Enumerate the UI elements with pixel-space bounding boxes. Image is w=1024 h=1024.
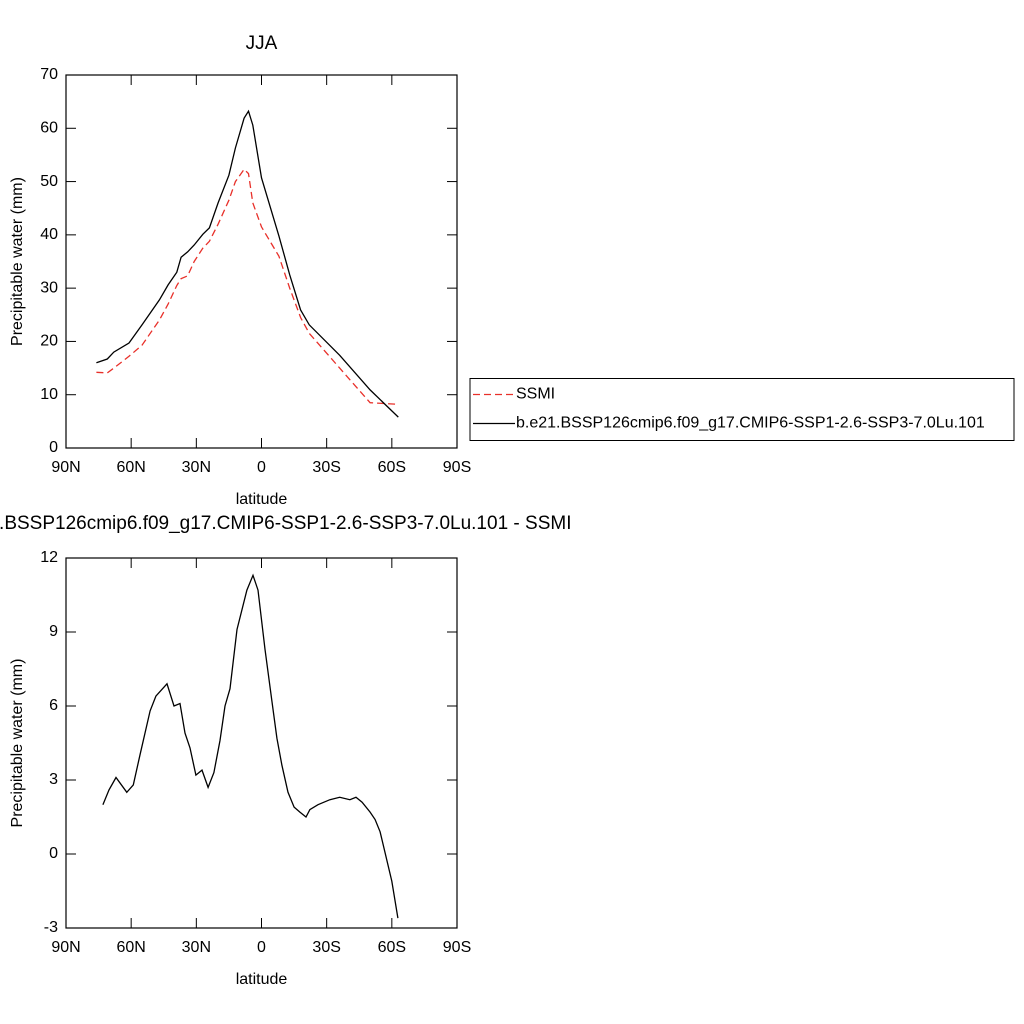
chart-title: b.e21.BSSP126cmip6.f09_g17.CMIP6-SSP1-2.… xyxy=(0,513,571,534)
y-tick-label: 20 xyxy=(40,333,58,350)
legend-box xyxy=(469,378,1015,441)
y-tick-label: 30 xyxy=(40,279,58,296)
x-tick-label: 0 xyxy=(257,939,266,956)
y-tick-label: 60 xyxy=(40,120,58,137)
x-tick-label: 60N xyxy=(116,939,145,956)
y-tick-label: 6 xyxy=(49,697,58,714)
data-line xyxy=(96,168,399,405)
x-tick-label: 30N xyxy=(182,459,211,476)
y-tick-label: 50 xyxy=(40,173,58,190)
y-tick-label: 70 xyxy=(40,66,58,83)
x-tick-label: 90S xyxy=(443,939,471,956)
legend-label: SSMI xyxy=(516,386,555,403)
y-tick-label: 12 xyxy=(40,549,58,566)
plot-frame xyxy=(65,557,458,929)
y-tick-label: -3 xyxy=(44,919,58,936)
x-tick-label: 60N xyxy=(116,459,145,476)
x-tick-label: 60S xyxy=(378,459,406,476)
plot-frame xyxy=(65,74,458,449)
x-tick-label: 60S xyxy=(378,939,406,956)
y-tick-label: 10 xyxy=(40,386,58,403)
x-tick-label: 0 xyxy=(257,459,266,476)
x-tick-label: 30S xyxy=(312,459,340,476)
chart-title: JJA xyxy=(246,33,278,54)
y-tick-label: 40 xyxy=(40,226,58,243)
y-tick-label: 0 xyxy=(49,439,58,456)
y-axis-label: Precipitable water (mm) xyxy=(9,177,26,346)
data-line xyxy=(102,573,399,919)
x-tick-label: 90N xyxy=(51,459,80,476)
x-tick-label: 30N xyxy=(182,939,211,956)
x-tick-label: 30S xyxy=(312,939,340,956)
x-axis-label: latitude xyxy=(236,491,288,508)
x-tick-label: 90S xyxy=(443,459,471,476)
y-tick-label: 3 xyxy=(49,771,58,788)
y-tick-label: 0 xyxy=(49,845,58,862)
x-tick-label: 90N xyxy=(51,939,80,956)
x-axis-label: latitude xyxy=(236,971,288,988)
y-axis-label: Precipitable water (mm) xyxy=(9,659,26,828)
legend-label: b.e21.BSSP126cmip6.f09_g17.CMIP6-SSP1-2.… xyxy=(516,415,985,432)
y-tick-label: 9 xyxy=(49,623,58,640)
data-line xyxy=(96,109,399,418)
